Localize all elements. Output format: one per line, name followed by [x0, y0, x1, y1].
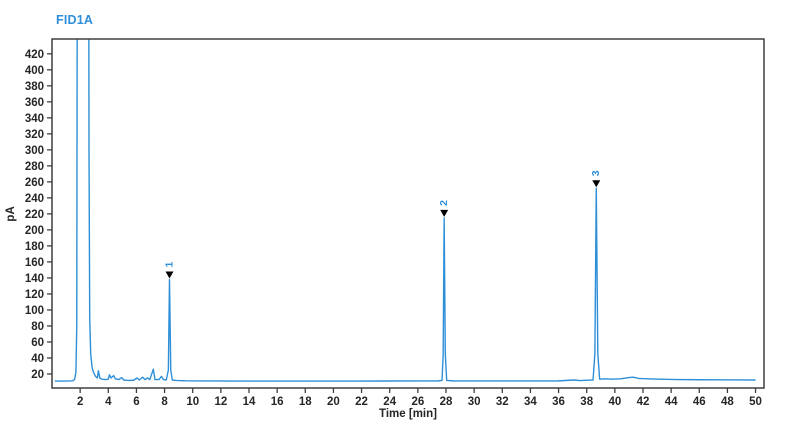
signal-trace [54, 39, 756, 382]
x-axis-title: Time [min] [379, 408, 437, 420]
y-tick-label: 180 [25, 241, 44, 253]
y-tick-label: 420 [25, 49, 44, 61]
y-tick-label: 360 [25, 97, 44, 109]
plot-border [51, 38, 765, 389]
x-tick-label: 50 [749, 396, 762, 408]
y-tick-label: 60 [31, 337, 44, 349]
peak-marker-triangle [440, 209, 449, 217]
x-tick-label: 30 [468, 396, 481, 408]
x-tick-label: 8 [161, 396, 168, 408]
y-axis-title: pA [5, 206, 17, 221]
x-tick-label: 12 [214, 396, 227, 408]
x-tick-label: 10 [186, 396, 199, 408]
x-tick-label: 44 [665, 396, 678, 408]
x-tick-label: 26 [411, 396, 424, 408]
y-tick-label: 140 [25, 273, 44, 285]
x-tick-label: 34 [524, 396, 537, 408]
y-tick-label: 400 [25, 65, 44, 77]
y-tick-label: 240 [25, 193, 44, 205]
peak-number-label: 2 [438, 200, 450, 206]
x-tick-label: 28 [440, 396, 453, 408]
y-tick-label: 40 [31, 353, 44, 365]
x-tick-label: 24 [383, 396, 396, 408]
y-tick-label: 280 [25, 161, 44, 173]
y-tick-label: 20 [31, 369, 44, 381]
x-tick-label: 36 [552, 396, 565, 408]
x-tick-label: 40 [608, 396, 621, 408]
x-tick-label: 32 [496, 396, 509, 408]
x-tick-label: 6 [133, 396, 139, 408]
peak-number-label: 3 [590, 170, 602, 176]
y-tick-label: 200 [25, 225, 44, 237]
y-tick-label: 380 [25, 81, 44, 93]
x-tick-label: 4 [105, 396, 112, 408]
x-tick-label: 2 [77, 396, 83, 408]
x-tick-label: 18 [299, 396, 312, 408]
y-tick-label: 260 [25, 177, 44, 189]
y-tick-label: 100 [25, 305, 44, 317]
x-tick-label: 46 [693, 396, 706, 408]
y-tick-label: 160 [25, 257, 44, 269]
y-tick-label: 80 [31, 321, 44, 333]
x-tick-label: 22 [355, 396, 368, 408]
peak-marker-triangle [165, 271, 174, 279]
peak-number-label: 1 [163, 262, 175, 268]
x-tick-label: 48 [721, 396, 734, 408]
peak-marker-triangle [592, 180, 601, 188]
y-tick-label: 300 [25, 145, 44, 157]
y-tick-label: 120 [25, 289, 44, 301]
y-tick-label: 340 [25, 113, 44, 125]
x-tick-label: 14 [243, 396, 256, 408]
x-tick-label: 16 [271, 396, 284, 408]
y-tick-label: 320 [25, 129, 44, 141]
x-tick-label: 20 [327, 396, 340, 408]
detector-signal-title: FID1A [56, 13, 94, 27]
x-tick-label: 38 [580, 396, 593, 408]
x-tick-label: 42 [637, 396, 650, 408]
y-tick-label: 220 [25, 209, 44, 221]
